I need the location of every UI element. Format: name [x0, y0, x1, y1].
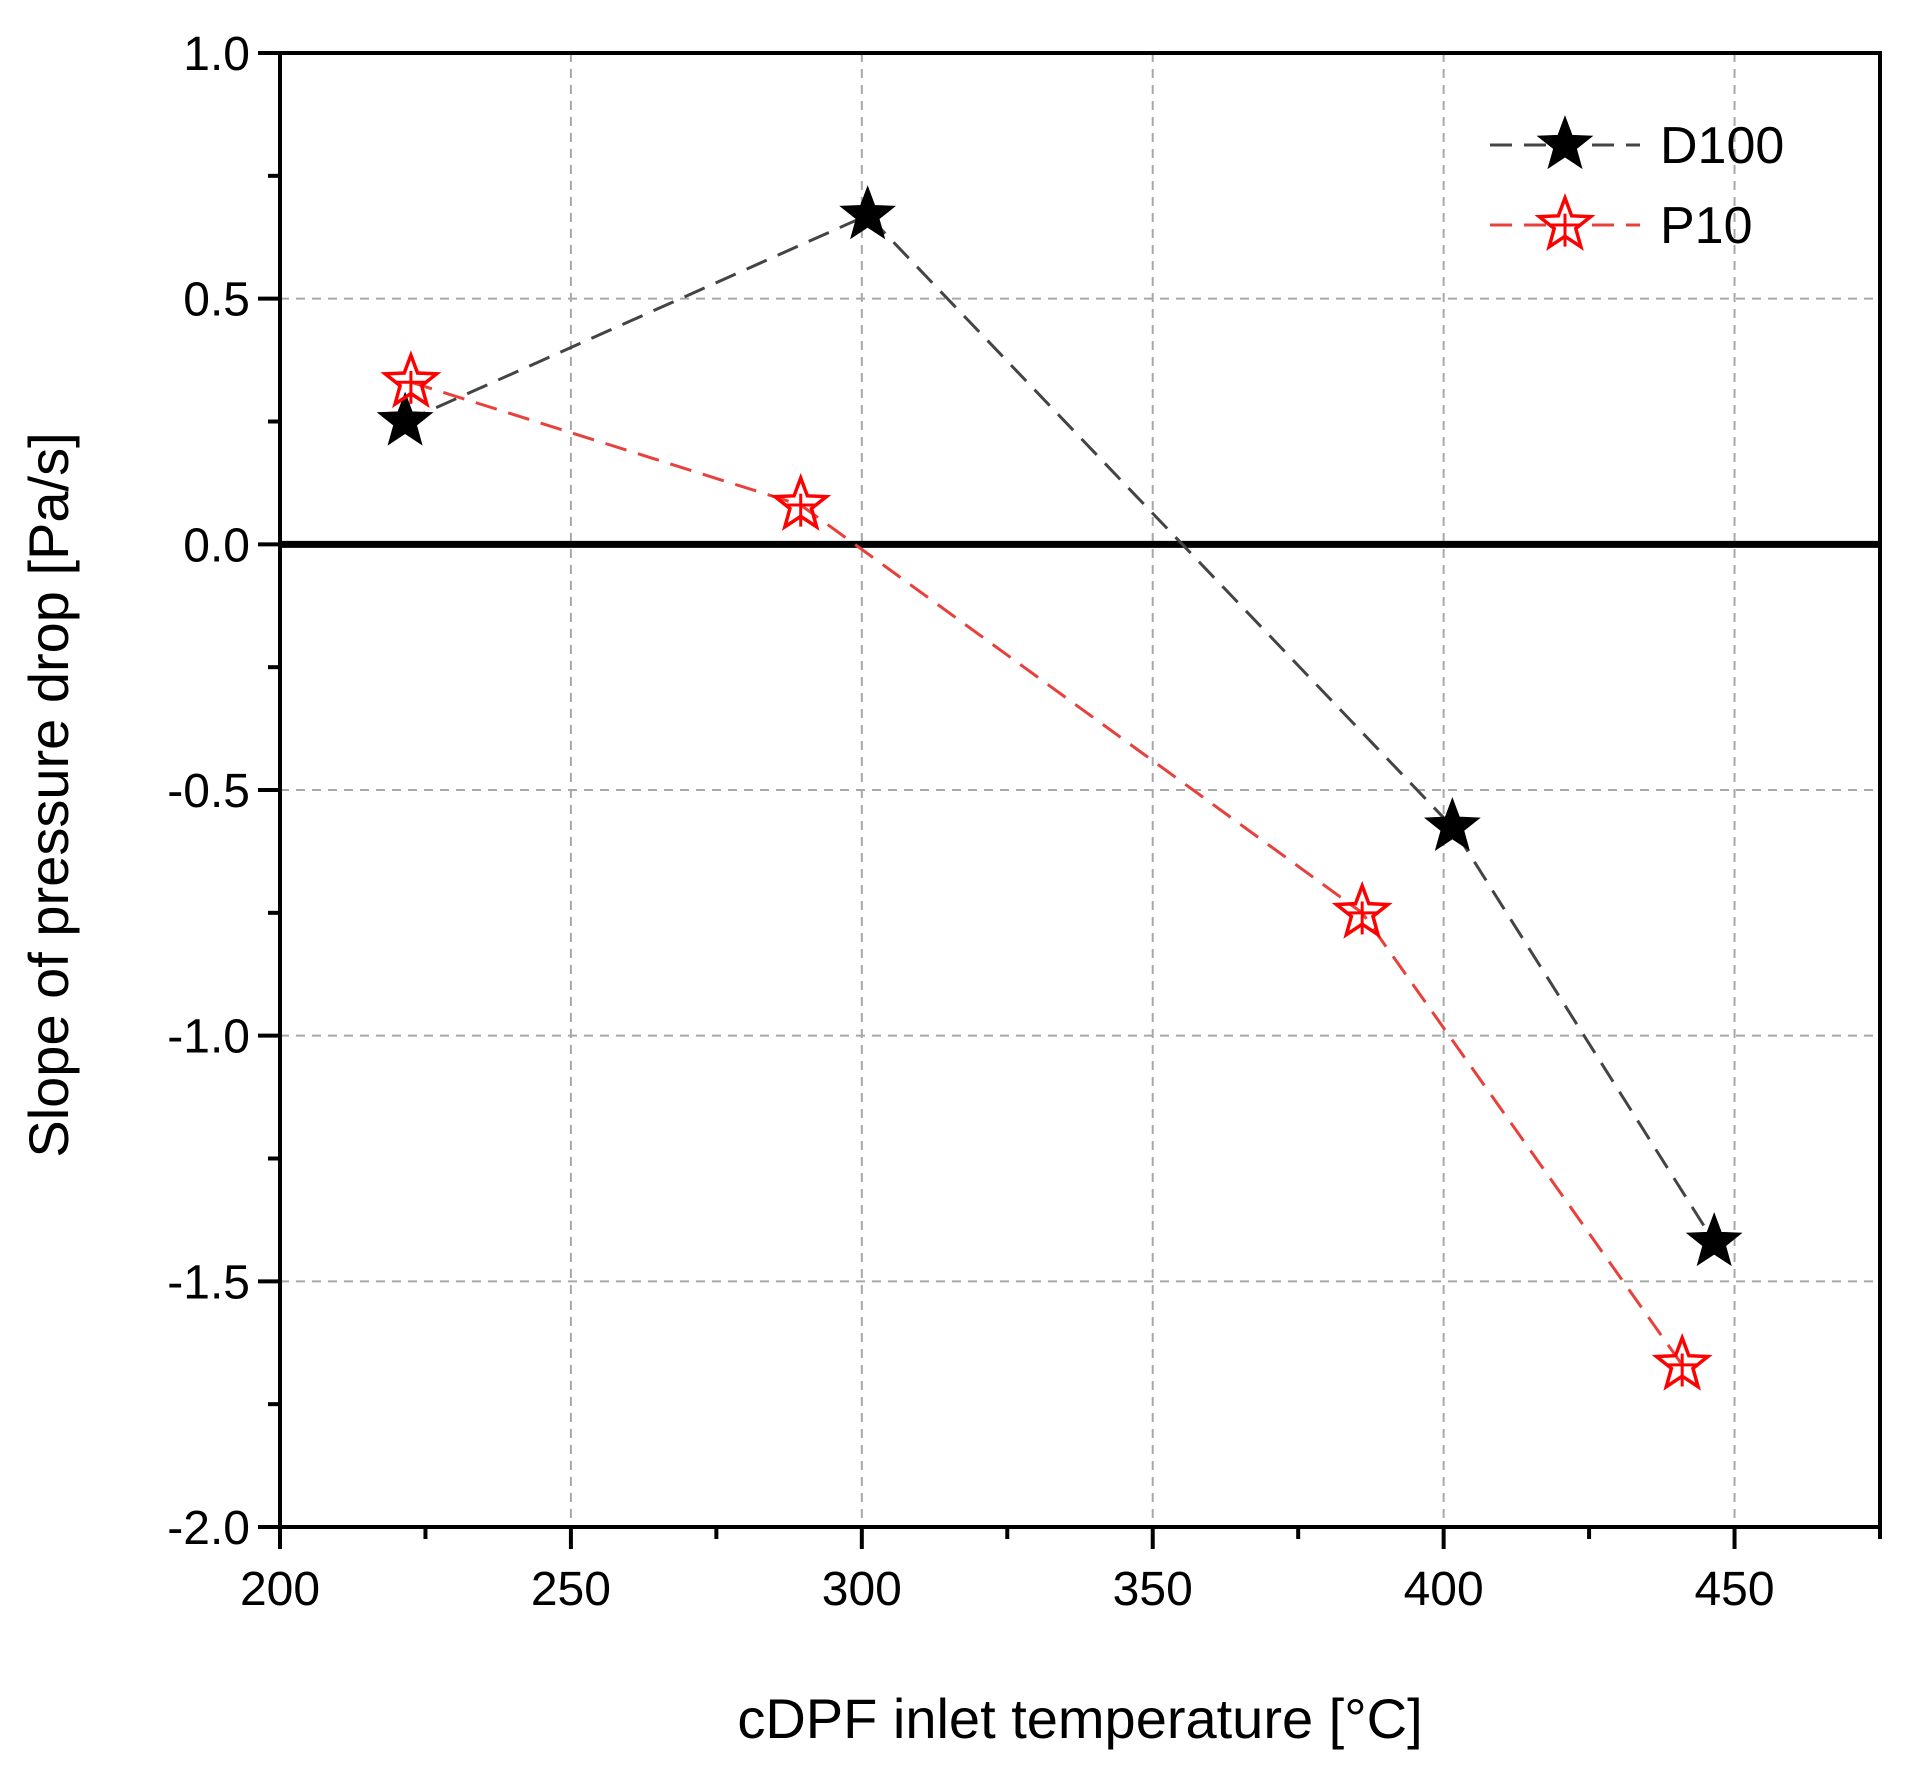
data-point-p10 [1331, 880, 1393, 939]
legend-label: P10 [1660, 197, 1753, 255]
data-point-p10 [1651, 1332, 1713, 1391]
y-tick-label: 1.0 [183, 28, 250, 81]
x-tick-label: 250 [531, 1563, 611, 1616]
data-point-d100 [376, 391, 434, 446]
x-tick-label: 300 [822, 1563, 902, 1616]
x-tick-label: 450 [1694, 1563, 1774, 1616]
axis-ticks [258, 51, 1882, 1549]
x-tick-label: 350 [1113, 1563, 1193, 1616]
data-point-d100 [1685, 1212, 1743, 1267]
series-line-p10 [410, 380, 1684, 1366]
series-layer [376, 185, 1743, 1391]
series-d100 [376, 185, 1743, 1267]
data-point-d100 [1423, 796, 1481, 851]
legend: D100 P10 [1490, 115, 1784, 255]
legend-marker [1534, 193, 1596, 251]
x-tick-label: 400 [1404, 1563, 1484, 1616]
legend-item-d100: D100 [1490, 115, 1784, 175]
y-tick-label: 0.0 [183, 519, 250, 572]
series-p10 [380, 350, 1713, 1391]
y-axis-title: Slope of pressure drop [Pa/s] [17, 432, 80, 1157]
y-tick-label: -1.5 [167, 1256, 250, 1309]
legend-item-p10: P10 [1490, 193, 1753, 255]
legend-label: D100 [1660, 117, 1784, 175]
x-axis-title: cDPF inlet temperature [°C] [737, 1687, 1422, 1750]
y-tick-label: -2.0 [167, 1502, 250, 1555]
y-tick-label: -0.5 [167, 765, 250, 818]
data-point-p10 [770, 473, 832, 531]
x-tick-label: 200 [240, 1563, 320, 1616]
series-line-d100 [404, 213, 1716, 1243]
y-tick-label: -1.0 [167, 1011, 250, 1064]
legend-marker [1536, 115, 1594, 170]
tick-labels: 200 250 300 350 400 450 1.0 0.5 0.0 -0.5 -1.0 -1.5 -… [167, 28, 1774, 1616]
data-point-p10 [380, 350, 442, 409]
data-point-d100 [839, 185, 897, 240]
y-tick-label: 0.5 [183, 274, 250, 327]
